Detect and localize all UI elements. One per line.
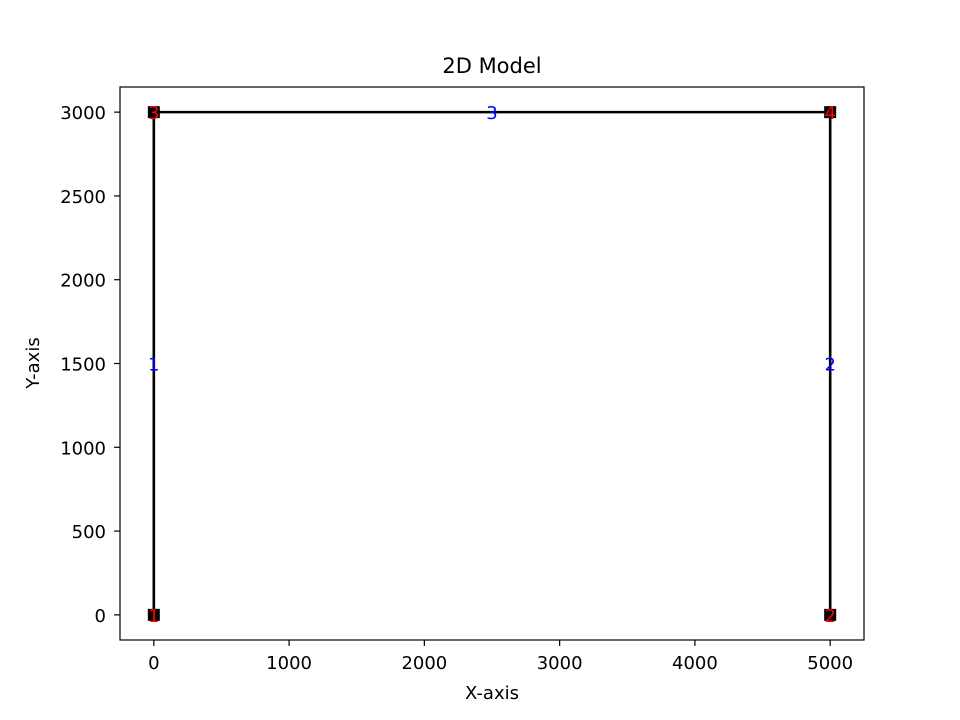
y-axis-title: Y-axis: [23, 337, 44, 389]
x-axis: 0 1000 2000 3000 4000 5000: [148, 640, 853, 674]
y-tick-label: 2000: [60, 271, 106, 292]
node-4-label: 4: [824, 103, 835, 124]
y-tick-label: 1000: [60, 438, 106, 459]
y-tick-label: 0: [95, 606, 106, 627]
chart-title: 2D Model: [442, 54, 541, 78]
element-2-label: 2: [824, 355, 835, 376]
x-tick-label: 2000: [401, 653, 447, 674]
node-3-marker: [147, 106, 160, 119]
x-tick-label: 0: [148, 653, 159, 674]
x-tick-label: 4000: [672, 653, 718, 674]
element-3-label: 3: [486, 103, 497, 124]
plot-area: 1 2 3 4 1 2 3: [147, 103, 837, 627]
y-tick-label: 500: [72, 522, 106, 543]
node-3-label: 3: [148, 103, 159, 124]
node-2-label: 2: [824, 606, 835, 627]
node-1-label: 1: [148, 606, 159, 627]
node-4-marker: [824, 106, 837, 119]
y-tick-label: 1500: [60, 355, 106, 376]
x-axis-title: X-axis: [465, 683, 519, 704]
node-1-marker: [147, 608, 160, 621]
y-axis: 0 500 1000 1500 2000 2500 3000: [60, 103, 120, 627]
x-tick-label: 5000: [807, 653, 853, 674]
y-tick-label: 3000: [60, 103, 106, 124]
x-tick-label: 3000: [537, 653, 583, 674]
y-tick-label: 2500: [60, 187, 106, 208]
x-tick-label: 1000: [266, 653, 312, 674]
node-2-marker: [824, 608, 837, 621]
element-1-label: 1: [148, 355, 159, 376]
